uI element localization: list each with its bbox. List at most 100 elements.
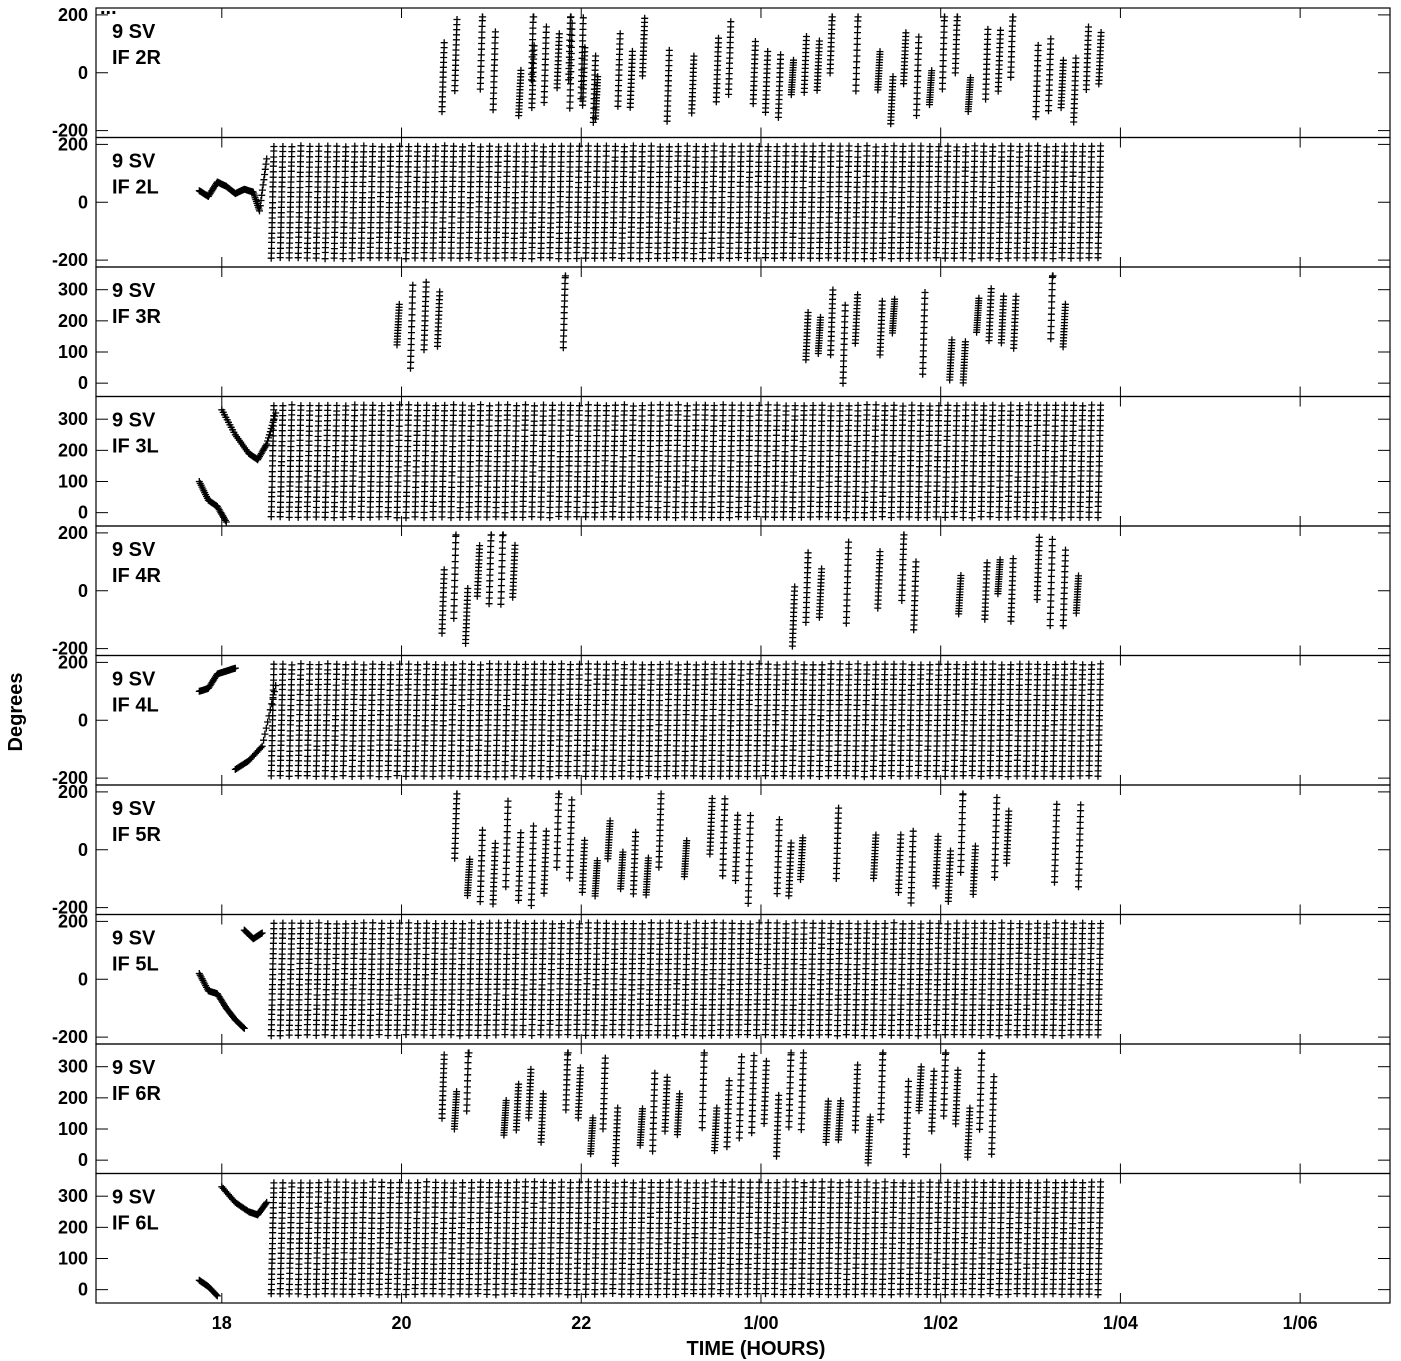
y-tick-label: 0 xyxy=(78,1150,88,1170)
y-tick-label: -200 xyxy=(52,1027,88,1047)
data-markers xyxy=(195,142,1105,263)
panel-frame xyxy=(95,266,1391,398)
panel-source-label: 9 SV xyxy=(112,1187,156,1209)
data-markers xyxy=(195,1178,1105,1300)
x-tick-label: 18 xyxy=(212,1313,232,1333)
panel-source-label: 9 SV xyxy=(112,410,156,432)
y-tick-label: 0 xyxy=(78,1280,88,1300)
y-tick-label: 0 xyxy=(78,192,88,212)
panel-if-2l: -200 0 200 9 SV IF 2L xyxy=(52,134,1391,270)
data-markers xyxy=(438,1049,998,1167)
data-points xyxy=(195,660,1105,781)
data-points xyxy=(195,401,1105,526)
panel-source-label: 9 SV xyxy=(112,928,156,950)
panel-if-5l: -200 0 200 9 SV IF 5L xyxy=(52,911,1391,1047)
y-tick-label: 0 xyxy=(78,373,88,393)
y-tick-label: -200 xyxy=(52,250,88,270)
y-tick-label: 200 xyxy=(58,1088,88,1108)
panel-if-label: IF 4R xyxy=(112,565,161,587)
panel-if-label: IF 2R xyxy=(112,47,161,69)
y-tick-label: 200 xyxy=(58,1217,88,1237)
panel-if-6l: 0 100 200 300 9 SV IF 6L xyxy=(58,1172,1391,1304)
y-tick-label: 300 xyxy=(58,409,88,429)
panel-if-label: IF 3R xyxy=(112,306,161,328)
y-tick-label: 200 xyxy=(58,523,88,543)
data-points xyxy=(438,13,1105,128)
y-tick-label: 100 xyxy=(58,1119,88,1139)
data-points xyxy=(195,1178,1105,1300)
y-tick-label: 200 xyxy=(58,5,88,25)
y-tick-label: 0 xyxy=(78,710,88,730)
y-tick-label: 300 xyxy=(58,280,88,300)
x-tick-label: 1/00 xyxy=(743,1313,778,1333)
data-points xyxy=(438,531,1082,650)
y-tick-label: 200 xyxy=(58,440,88,460)
y-tick-label: 300 xyxy=(58,1057,88,1077)
x-tick-label: 22 xyxy=(571,1313,591,1333)
y-tick-label: 100 xyxy=(58,342,88,362)
y-tick-label: -200 xyxy=(52,121,88,141)
panel-if-5r: -200 0 200 9 SV IF 5R xyxy=(52,782,1391,918)
data-markers xyxy=(438,531,1082,650)
panel-if-label: IF 6L xyxy=(112,1213,159,1235)
y-tick-label: 200 xyxy=(58,311,88,331)
y-tick-label: 100 xyxy=(58,1249,88,1269)
y-tick-label: 0 xyxy=(78,969,88,989)
x-tick-label: 20 xyxy=(392,1313,412,1333)
panel-source-label: 9 SV xyxy=(112,669,156,691)
panel-if-label: IF 4L xyxy=(112,695,159,717)
header-text: ... xyxy=(100,0,117,19)
panel-if-3l: 0 100 200 300 9 SV IF 3L xyxy=(58,395,1391,527)
y-tick-label: -200 xyxy=(52,768,88,788)
panel-source-label: 9 SV xyxy=(112,21,156,43)
panel-if-6r: 0 100 200 300 9 SV IF 6R xyxy=(58,1043,1391,1175)
data-markers xyxy=(195,401,1105,526)
x-tick-label: 1/04 xyxy=(1103,1313,1138,1333)
data-markers xyxy=(195,919,1105,1040)
panel-source-label: 9 SV xyxy=(112,280,156,302)
y-tick-label: -200 xyxy=(52,639,88,659)
y-tick-label: -200 xyxy=(52,898,88,918)
y-tick-label: 0 xyxy=(78,63,88,83)
data-points xyxy=(393,272,1069,387)
panel-if-label: IF 2L xyxy=(112,177,159,199)
data-points xyxy=(195,919,1105,1040)
panel-if-label: IF 3L xyxy=(112,436,159,458)
data-points xyxy=(451,790,1085,909)
panel-if-label: IF 5R xyxy=(112,824,161,846)
x-tick-label: 1/06 xyxy=(1283,1313,1318,1333)
panel-if-4r: -200 0 200 9 SV IF 4R xyxy=(52,523,1391,659)
panel-source-label: 9 SV xyxy=(112,798,156,820)
panel-frame xyxy=(95,1172,1391,1304)
panel-frame xyxy=(95,7,1391,139)
panel-source-label: 9 SV xyxy=(112,1057,156,1079)
y-tick-label: 200 xyxy=(58,652,88,672)
x-tick-label: 1/02 xyxy=(923,1313,958,1333)
x-axis: 18 20 22 1/02 1/00 1/04 1/06 xyxy=(212,1313,1318,1333)
data-markers xyxy=(438,13,1105,128)
panel-source-label: 9 SV xyxy=(112,539,156,561)
data-points xyxy=(195,142,1105,263)
y-tick-label: 200 xyxy=(58,782,88,802)
y-tick-label: 200 xyxy=(58,911,88,931)
data-markers xyxy=(451,790,1085,909)
y-axis-label: Degrees xyxy=(5,673,27,752)
data-markers xyxy=(393,272,1069,387)
panel-if-label: IF 5L xyxy=(112,954,159,976)
panel-if-2r: -200 0 200 9 SV IF 2R xyxy=(52,5,1391,141)
y-tick-label: 300 xyxy=(58,1186,88,1206)
y-tick-label: 100 xyxy=(58,472,88,492)
data-points xyxy=(438,1049,998,1167)
y-tick-label: 0 xyxy=(78,503,88,523)
panel-source-label: 9 SV xyxy=(112,151,156,173)
panel-if-4l: -200 0 200 9 SV IF 4L xyxy=(52,652,1391,788)
panel-frame xyxy=(95,525,1391,657)
y-tick-label: 0 xyxy=(78,840,88,860)
x-axis-label: TIME (HOURS) xyxy=(687,1338,826,1360)
y-tick-label: 0 xyxy=(78,581,88,601)
panel-if-3r: 0 100 200 300 9 SV IF 3R xyxy=(58,266,1391,398)
data-markers xyxy=(195,660,1105,781)
panel-if-label: IF 6R xyxy=(112,1083,161,1105)
